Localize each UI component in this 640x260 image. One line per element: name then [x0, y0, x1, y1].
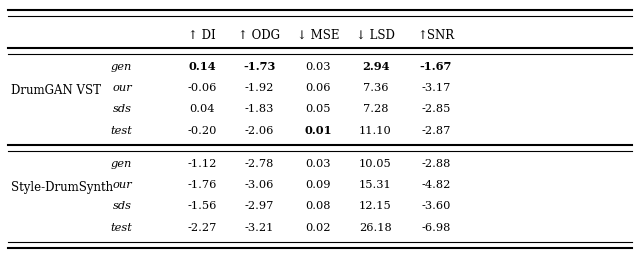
Text: 0.02: 0.02	[305, 223, 331, 233]
Text: 0.04: 0.04	[189, 104, 215, 114]
Text: ↑ ODG: ↑ ODG	[239, 29, 280, 42]
Text: -0.06: -0.06	[188, 83, 217, 93]
Text: -1.73: -1.73	[243, 61, 276, 72]
Text: 0.05: 0.05	[305, 104, 331, 114]
Text: -3.21: -3.21	[244, 223, 274, 233]
Text: 10.05: 10.05	[359, 159, 392, 168]
Text: -6.98: -6.98	[421, 223, 451, 233]
Text: 7.36: 7.36	[363, 83, 388, 93]
Text: 0.14: 0.14	[188, 61, 216, 72]
Text: -2.85: -2.85	[421, 104, 451, 114]
Text: -2.78: -2.78	[244, 159, 274, 168]
Text: -3.06: -3.06	[244, 180, 274, 190]
Text: 26.18: 26.18	[359, 223, 392, 233]
Text: -2.97: -2.97	[244, 201, 274, 211]
Text: 11.10: 11.10	[359, 126, 392, 136]
Text: -1.56: -1.56	[188, 201, 217, 211]
Text: 2.94: 2.94	[362, 61, 389, 72]
Text: -1.67: -1.67	[420, 61, 452, 72]
Text: -1.92: -1.92	[244, 83, 274, 93]
Text: ↑SNR: ↑SNR	[417, 29, 454, 42]
Text: -2.87: -2.87	[421, 126, 451, 136]
Text: ↓ MSE: ↓ MSE	[297, 29, 339, 42]
Text: -4.82: -4.82	[421, 180, 451, 190]
Text: 15.31: 15.31	[359, 180, 392, 190]
Text: -3.60: -3.60	[421, 201, 451, 211]
Text: 0.01: 0.01	[304, 125, 332, 136]
Text: 0.03: 0.03	[305, 159, 331, 168]
Text: 12.15: 12.15	[359, 201, 392, 211]
Text: test: test	[110, 223, 132, 233]
Text: ↑ DI: ↑ DI	[188, 29, 216, 42]
Text: 0.08: 0.08	[305, 201, 331, 211]
Text: -1.83: -1.83	[244, 104, 274, 114]
Text: Style-DrumSynth: Style-DrumSynth	[11, 181, 113, 194]
Text: -1.76: -1.76	[188, 180, 217, 190]
Text: -0.20: -0.20	[188, 126, 217, 136]
Text: test: test	[110, 126, 132, 136]
Text: sds: sds	[113, 104, 132, 114]
Text: -1.12: -1.12	[188, 159, 217, 168]
Text: our: our	[112, 83, 132, 93]
Text: 0.09: 0.09	[305, 180, 331, 190]
Text: 7.28: 7.28	[363, 104, 388, 114]
Text: sds: sds	[113, 201, 132, 211]
Text: gen: gen	[111, 159, 132, 168]
Text: 0.03: 0.03	[305, 62, 331, 72]
Text: 0.06: 0.06	[305, 83, 331, 93]
Text: our: our	[112, 180, 132, 190]
Text: -2.27: -2.27	[188, 223, 217, 233]
Text: gen: gen	[111, 62, 132, 72]
Text: -2.06: -2.06	[244, 126, 274, 136]
Text: ↓ LSD: ↓ LSD	[356, 29, 395, 42]
Text: DrumGAN VST: DrumGAN VST	[11, 84, 101, 97]
Text: -3.17: -3.17	[421, 83, 451, 93]
Text: -2.88: -2.88	[421, 159, 451, 168]
